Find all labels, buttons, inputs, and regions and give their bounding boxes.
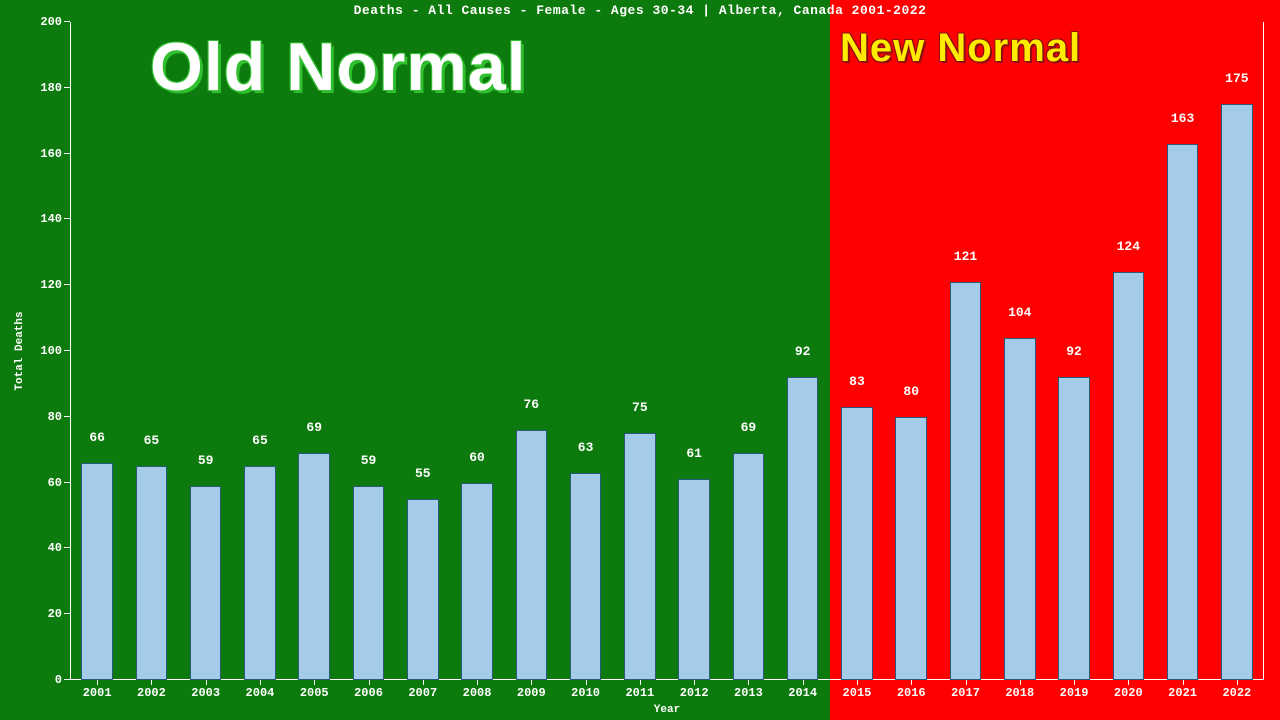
bar — [1113, 272, 1144, 680]
bar — [895, 417, 926, 680]
bar — [1058, 377, 1089, 680]
y-tick-label: 140 — [40, 212, 70, 226]
bar-value-label: 121 — [954, 249, 977, 264]
bar-value-label: 92 — [1066, 344, 1082, 359]
bar — [950, 282, 981, 680]
bar — [353, 486, 384, 680]
bar-value-label: 63 — [578, 440, 594, 455]
plot-area: 0204060801001201401601802006620016520025… — [70, 22, 1264, 680]
bar-value-label: 59 — [361, 453, 377, 468]
bar — [461, 483, 492, 680]
bar-value-label: 55 — [415, 466, 431, 481]
y-tick-label: 60 — [48, 476, 70, 490]
bar — [1004, 338, 1035, 680]
bar — [570, 473, 601, 680]
bar-value-label: 124 — [1117, 239, 1140, 254]
y-axis-label: Total Deaths — [14, 311, 26, 390]
bar — [624, 433, 655, 680]
bar-value-label: 69 — [306, 420, 322, 435]
bar-value-label: 163 — [1171, 111, 1194, 126]
y-tick-label: 0 — [55, 673, 70, 687]
bar — [190, 486, 221, 680]
bar — [1221, 104, 1252, 680]
y-tick-label: 80 — [48, 410, 70, 424]
y-tick-label: 20 — [48, 607, 70, 621]
bar-value-label: 75 — [632, 400, 648, 415]
y-tick-label: 160 — [40, 147, 70, 161]
bar — [516, 430, 547, 680]
bar-value-label: 65 — [144, 433, 160, 448]
bar-value-label: 69 — [741, 420, 757, 435]
bar — [81, 463, 112, 680]
bar — [244, 466, 275, 680]
y-tick-label: 120 — [40, 278, 70, 292]
bar-value-label: 175 — [1225, 71, 1248, 86]
overlay-new-normal: New Normal — [840, 26, 1081, 71]
bar — [678, 479, 709, 680]
bar — [1167, 144, 1198, 680]
x-axis-label: Year — [654, 704, 680, 716]
y-tick-label: 200 — [40, 15, 70, 29]
bar-value-label: 59 — [198, 453, 214, 468]
bar-value-label: 60 — [469, 450, 485, 465]
bar — [787, 377, 818, 680]
bar-value-label: 76 — [524, 397, 540, 412]
y-tick-label: 40 — [48, 541, 70, 555]
y-tick-label: 100 — [40, 344, 70, 358]
overlay-old-normal: Old Normal — [150, 28, 527, 106]
bar — [733, 453, 764, 680]
bar — [298, 453, 329, 680]
bar-value-label: 61 — [686, 446, 702, 461]
bar — [841, 407, 872, 680]
chart-root: Deaths - All Causes - Female - Ages 30-3… — [0, 0, 1280, 720]
bar-value-label: 65 — [252, 433, 268, 448]
bar-value-label: 92 — [795, 344, 811, 359]
bar-value-label: 66 — [89, 430, 105, 445]
bar-value-label: 80 — [903, 384, 919, 399]
y-tick-label: 180 — [40, 81, 70, 95]
bar-value-label: 83 — [849, 374, 865, 389]
bar — [407, 499, 438, 680]
chart-title: Deaths - All Causes - Female - Ages 30-3… — [0, 3, 1280, 18]
bar-value-label: 104 — [1008, 305, 1031, 320]
bar — [136, 466, 167, 680]
